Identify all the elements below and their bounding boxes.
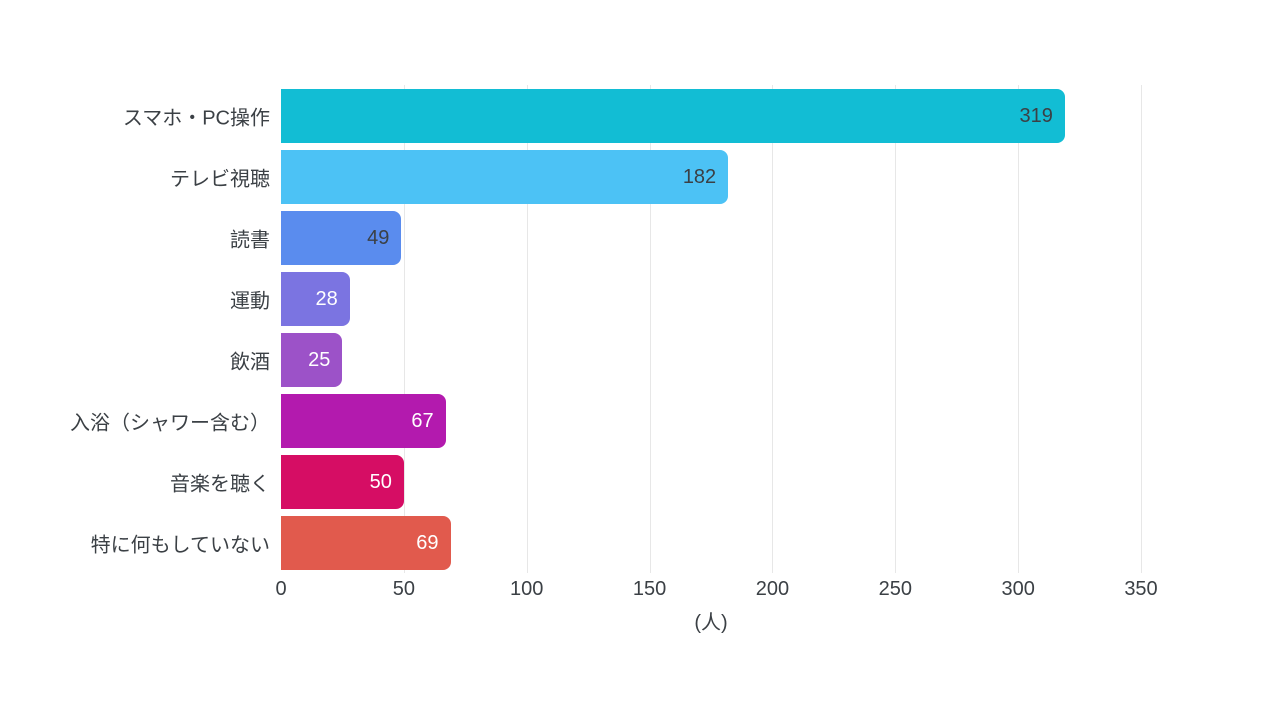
x-tick-label: 0 [275,578,287,600]
category-label: 特に何もしていない [90,534,270,556]
gridline [403,85,405,573]
bar: 49 [281,210,402,265]
bar-value-label: 67 [411,409,434,432]
category-label: 運動 [230,290,270,312]
gridline [772,85,774,573]
bar: 25 [281,332,343,387]
y-axis-labels: スマホ・PC操作テレビ視聴読書運動飲酒入浴（シャワー含む） 音楽を聴く特に何もして… [0,85,270,573]
bar-value-label: 319 [1019,104,1053,127]
x-tick-label: 300 [1001,578,1035,600]
gridline [526,85,528,573]
category-label: テレビ視聴 [170,168,270,190]
category-label: 音楽を聴く [170,473,270,495]
bar: 67 [281,393,446,448]
category-label: 読書 [230,229,270,251]
bar-value-label: 49 [367,226,390,249]
x-tick-label: 350 [1124,578,1158,600]
category-label: 飲酒 [230,351,270,373]
x-axis-title: (人) [694,612,728,634]
x-axis-ticks: 0 50 100 150 200 250 300 350 [275,578,1157,604]
bar: 182 [281,149,729,204]
x-tick-label: 100 [510,578,544,600]
category-label: スマホ・PC操作 [122,107,270,129]
gridline [649,85,651,573]
plot-area: 319 182 49 28 25 67 50 69 [281,85,1142,573]
bar-value-label: 50 [369,470,392,493]
gridline [1141,85,1142,573]
bar: 28 [281,271,350,326]
x-tick-label: 250 [878,578,912,600]
bar-value-label: 182 [682,165,717,188]
bar-value-label: 25 [308,348,331,371]
x-tick-label: 200 [755,578,790,600]
bar-value-label: 69 [416,531,439,554]
category-label: 入浴（シャワー含む） [70,412,270,434]
bar: 50 [281,454,404,509]
bar: 319 [281,88,1065,143]
gridline [1018,85,1020,573]
bar: 69 [281,515,451,570]
x-tick-label: 150 [632,578,667,600]
bar-value-label: 28 [315,287,338,310]
gridline [895,85,897,573]
x-tick-label: 50 [392,578,415,600]
